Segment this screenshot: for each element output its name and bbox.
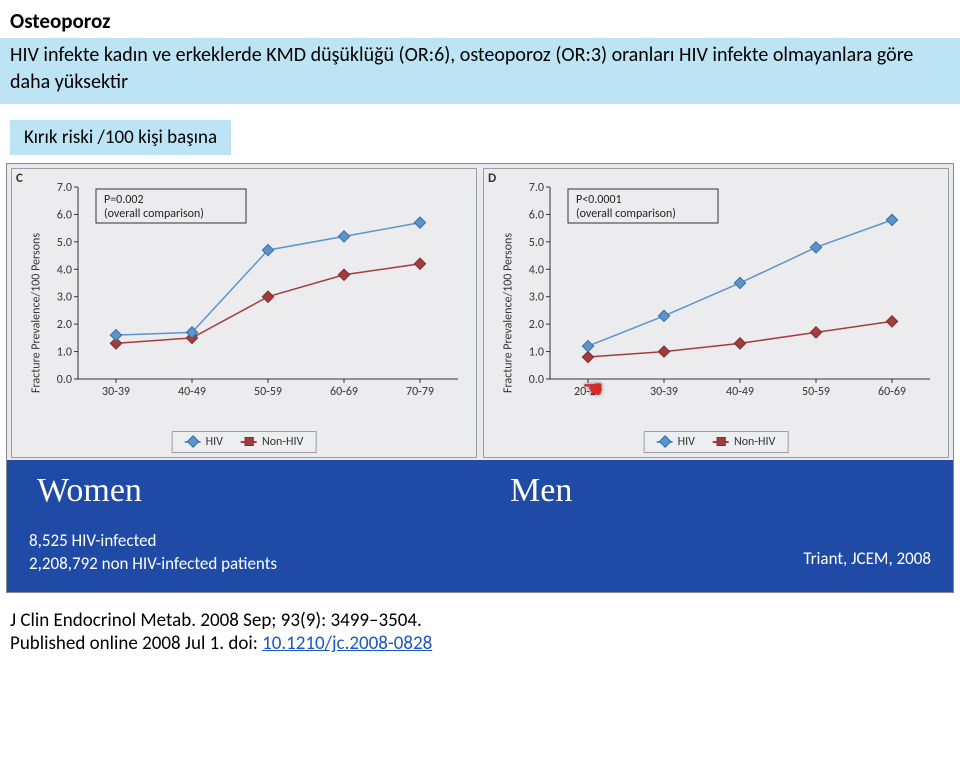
legend-label-hiv: HIV — [206, 435, 223, 449]
svg-text:40-49: 40-49 — [178, 385, 206, 399]
svg-text:2.0: 2.0 — [57, 318, 72, 332]
legend-label-non: Non-HIV — [734, 435, 775, 449]
legend-men: HIV Non-HIV — [644, 431, 789, 453]
legend-swatch-non — [713, 441, 729, 443]
citation-line2: Published online 2008 Jul 1. doi: — [10, 632, 262, 655]
svg-text:50-59: 50-59 — [254, 385, 282, 399]
citation: J Clin Endocrinol Metab. 2008 Sep; 93(9)… — [0, 593, 960, 655]
legend-label-hiv: HIV — [678, 435, 695, 449]
svg-text:6.0: 6.0 — [529, 208, 544, 222]
svg-text:4.0: 4.0 — [57, 263, 72, 277]
svg-text:5.0: 5.0 — [57, 236, 72, 250]
svg-text:30-39: 30-39 — [102, 385, 130, 399]
svg-text:1.0: 1.0 — [529, 346, 544, 360]
plot-women: 0.01.02.03.04.05.06.07.030-3940-4950-596… — [64, 181, 464, 397]
svg-text:0.0: 0.0 — [57, 373, 72, 387]
y-axis-label-men: Fracture Prevalence/100 Persons — [501, 233, 515, 393]
footer-left2: 2,208,792 non HIV-infected patients — [29, 553, 480, 576]
svg-text:1.0: 1.0 — [57, 346, 72, 360]
legend-swatch-hiv — [185, 441, 201, 443]
legend-women: HIV Non-HIV — [172, 431, 317, 453]
group-label-men: Men — [450, 472, 923, 510]
subtitle: HIV infekte kadın ve erkeklerde KMD düşü… — [10, 42, 950, 96]
plot-men: 0.01.02.03.04.05.06.07.020-2930-3940-495… — [536, 181, 936, 397]
citation-line1: J Clin Endocrinol Metab. 2008 Sep; 93(9)… — [10, 609, 422, 632]
footer-left: 8,525 HIV-infected 2,208,792 non HIV-inf… — [29, 530, 480, 576]
chart-women: C Fracture Prevalence/100 Persons 0.0 1.0… — [11, 168, 477, 458]
svg-text:6.0: 6.0 — [57, 208, 72, 222]
page-title: Osteoporoz — [10, 8, 950, 34]
svg-text:50-59: 50-59 — [802, 385, 830, 399]
svg-text:3.0: 3.0 — [57, 291, 72, 305]
footer-right: Triant, JCEM, 2008 — [480, 530, 931, 576]
legend-label-non: Non-HIV — [262, 435, 303, 449]
group-label-women: Women — [37, 472, 450, 510]
svg-text:(overall comparison): (overall comparison) — [104, 207, 204, 221]
svg-text:P<0.0001: P<0.0001 — [576, 193, 622, 207]
embedded-slide: C Fracture Prevalence/100 Persons 0.0 1.0… — [6, 163, 954, 593]
svg-text:3.0: 3.0 — [529, 291, 544, 305]
svg-text:5.0: 5.0 — [529, 236, 544, 250]
svg-text:60-69: 60-69 — [878, 385, 906, 399]
svg-text:4.0: 4.0 — [529, 263, 544, 277]
svg-text:40-49: 40-49 — [726, 385, 754, 399]
legend-swatch-hiv — [657, 441, 673, 443]
legend-swatch-non — [241, 441, 257, 443]
svg-text:70-79: 70-79 — [406, 385, 434, 399]
svg-text:2.0: 2.0 — [529, 318, 544, 332]
chart-men: D Fracture Prevalence/100 Persons 0.0 1.0… — [483, 168, 949, 458]
svg-text:(overall comparison): (overall comparison) — [576, 207, 676, 221]
svg-text:20-29: 20-29 — [574, 385, 602, 399]
svg-text:P=0.002: P=0.002 — [104, 193, 144, 207]
doi-link[interactable]: 10.1210/jc.2008-0828 — [262, 632, 432, 655]
svg-text:7.0: 7.0 — [57, 181, 72, 195]
svg-text:0.0: 0.0 — [529, 373, 544, 387]
footer-left1: 8,525 HIV-infected — [29, 530, 480, 553]
svg-text:7.0: 7.0 — [529, 181, 544, 195]
risk-label: Kırık riski /100 kişi başına — [10, 120, 231, 155]
y-axis-label-women: Fracture Prevalence/100 Persons — [29, 233, 43, 393]
svg-text:30-39: 30-39 — [650, 385, 678, 399]
panel-letter-women: C — [16, 171, 23, 186]
svg-text:60-69: 60-69 — [330, 385, 358, 399]
panel-letter-men: D — [488, 171, 496, 186]
